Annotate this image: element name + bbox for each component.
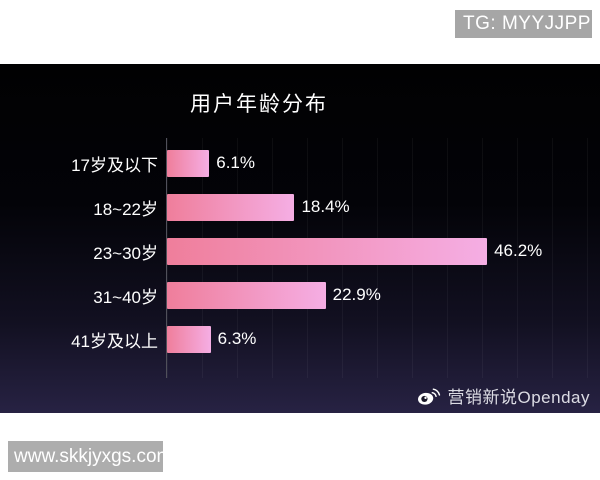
website-watermark-badge: www.skkjyxgs.com bbox=[8, 441, 172, 472]
chart-row: 31~40岁 22.9% bbox=[0, 273, 600, 317]
bar bbox=[167, 149, 210, 177]
category-label: 31~40岁 bbox=[93, 287, 158, 307]
bar bbox=[167, 281, 326, 309]
chart-panel: 用户年龄分布 17岁及以下 6.1% 18~22岁 18.4% 23~30岁 46.2% 3… bbox=[0, 64, 600, 413]
value-label: 18.4% bbox=[301, 197, 350, 216]
weibo-icon bbox=[416, 385, 442, 407]
bar bbox=[167, 325, 211, 353]
chart-title: 用户年龄分布 bbox=[190, 93, 328, 116]
weibo-watermark: 营销新说Openday bbox=[416, 383, 591, 408]
weibo-watermark-label: 营销新说Openday bbox=[447, 388, 590, 407]
y-axis-line bbox=[166, 138, 167, 378]
bar bbox=[167, 237, 488, 265]
value-label: 6.1% bbox=[216, 153, 255, 172]
category-label: 17岁及以下 bbox=[71, 155, 158, 175]
value-label: 22.9% bbox=[332, 285, 381, 304]
telegram-watermark-badge: TG: MYYJJPP bbox=[455, 10, 592, 38]
value-label: 6.3% bbox=[217, 329, 257, 348]
chart-row: 23~30岁 46.2% bbox=[0, 229, 600, 273]
chart-row: 18~22岁 18.4% bbox=[0, 185, 600, 229]
category-label: 23~30岁 bbox=[93, 243, 158, 263]
chart-row: 41岁及以上 6.3% bbox=[0, 317, 600, 361]
category-label: 41岁及以上 bbox=[71, 331, 158, 351]
category-label: 18~22岁 bbox=[93, 199, 158, 219]
value-label: 46.2% bbox=[494, 241, 543, 260]
bar bbox=[167, 193, 295, 221]
chart-row: 17岁及以下 6.1% bbox=[0, 141, 600, 185]
chart-rows: 17岁及以下 6.1% 18~22岁 18.4% 23~30岁 46.2% 31~40岁 22… bbox=[0, 141, 600, 361]
